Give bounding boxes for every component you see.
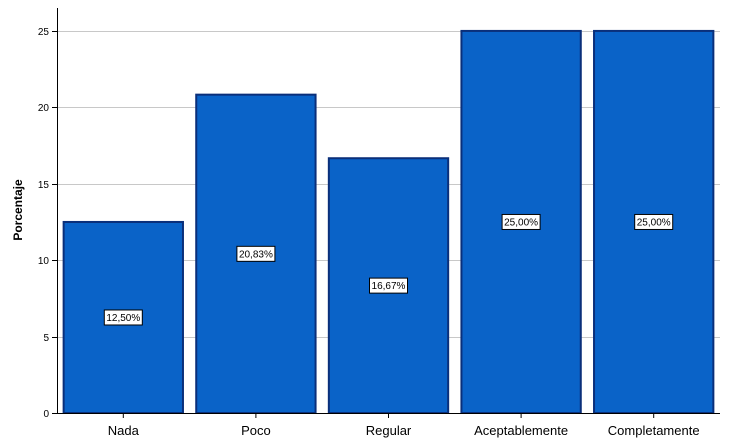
data-label-box (369, 277, 408, 294)
data-label-box (634, 213, 674, 230)
y-axis-label: Porcentaje (11, 179, 25, 241)
x-category-label: Nada (108, 423, 140, 438)
data-label-text: 25,00% (637, 217, 671, 228)
data-label-box (501, 213, 541, 230)
x-category-label: Regular (366, 423, 412, 438)
y-tick-label: 15 (38, 180, 50, 191)
data-label-text: 20,83% (239, 249, 273, 260)
data-label-box (236, 245, 276, 262)
data-label-text: 12,50% (106, 313, 140, 324)
y-tick-label: 0 (43, 409, 49, 420)
x-category-label: Completamente (608, 423, 700, 438)
data-label-box (103, 309, 143, 326)
data-labels: 12,50% 20,83% 16,67% 25,00% 25,00% (103, 213, 674, 326)
y-tick-label: 10 (38, 256, 50, 267)
data-label-text: 16,67% (372, 281, 406, 292)
bars (62, 29, 715, 414)
y-tick-label: 20 (38, 103, 50, 114)
data-label: 20,83% (236, 245, 276, 262)
y-tick-label: 25 (38, 27, 50, 38)
data-label: 12,50% (103, 309, 143, 326)
x-category-label: Poco (241, 423, 271, 438)
data-label: 16,67% (369, 277, 408, 294)
data-label-text: 25,00% (504, 217, 538, 228)
axes: 0 5 10 15 20 25 Nada Poco Regular Aceptablemente C… (38, 8, 720, 438)
y-tick-label: 5 (43, 333, 49, 344)
x-category-label: Aceptablemente (474, 423, 568, 438)
data-label: 25,00% (501, 213, 541, 230)
data-label: 25,00% (634, 213, 674, 230)
